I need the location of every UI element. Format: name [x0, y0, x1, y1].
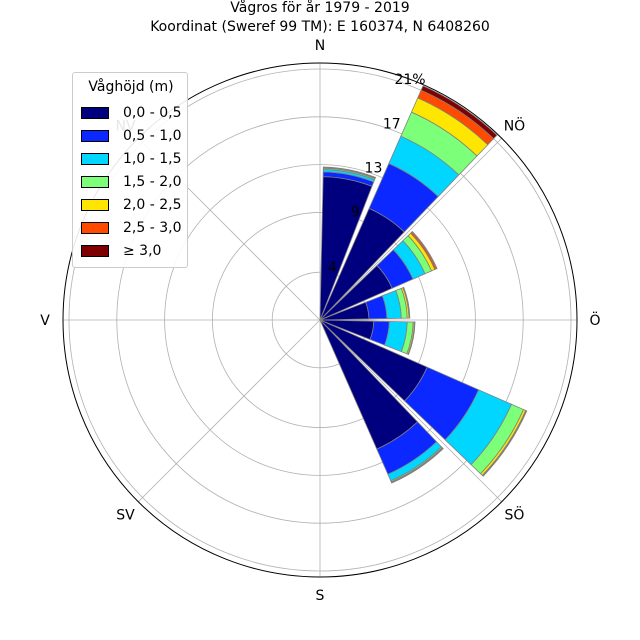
- direction-spoke: [319, 319, 503, 503]
- direction-label: V: [40, 313, 50, 329]
- outer-circle: [62, 62, 578, 578]
- direction-spoke: [319, 137, 503, 321]
- radial-tick-label: 9: [351, 205, 360, 221]
- legend-swatch: [81, 199, 109, 211]
- legend-label: 2,0 - 2,5: [123, 197, 182, 213]
- chart-title: Vågros för år 1979 - 2019: [230, 0, 410, 16]
- rose-bar-segment: [391, 447, 444, 484]
- legend-swatch: [81, 222, 109, 234]
- rose-bar-segment: [420, 85, 498, 140]
- legend-label: 0,0 - 0,5: [123, 105, 182, 121]
- rose-bar-segment: [407, 321, 416, 355]
- radial-tick-label: 21%: [394, 72, 425, 88]
- legend-label: 1,5 - 2,0: [123, 174, 182, 190]
- radial-tick-label: 17: [383, 116, 401, 132]
- legend: Våghöjd (m) 0,0 - 0,5 0,5 - 1,0 1,0 - 1,5 1…: [72, 72, 188, 268]
- rose-bar-segment: [411, 230, 438, 270]
- legend-swatch: [81, 130, 109, 142]
- legend-title: Våghöjd (m): [88, 79, 174, 95]
- direction-label: N: [315, 38, 325, 54]
- wave-rose-bars: [319, 85, 528, 484]
- direction-label: NÖ: [504, 117, 526, 135]
- rose-bar-segment: [322, 166, 376, 179]
- legend-label: 2,5 - 3,0: [123, 220, 182, 236]
- legend-swatch: [81, 176, 109, 188]
- chart-subtitle: Koordinat (Sweref 99 TM): E 160374, N 64…: [150, 19, 490, 35]
- direction-label: SV: [116, 507, 135, 523]
- direction-label: Ö: [589, 311, 600, 329]
- legend-label: 1,0 - 1,5: [123, 151, 182, 167]
- radial-tick-label: 4: [328, 260, 337, 276]
- legend-label: ≥ 3,0: [123, 243, 162, 259]
- direction-spoke: [137, 319, 321, 503]
- polar-grid: [62, 62, 578, 578]
- legend-label: 0,5 - 1,0: [123, 128, 182, 144]
- radial-tick-label: 13: [365, 160, 383, 176]
- direction-label: SÖ: [505, 505, 525, 523]
- legend-swatch: [81, 245, 109, 257]
- direction-label: S: [316, 588, 325, 604]
- rose-bar-segment: [403, 286, 411, 319]
- rose-bar-segment: [482, 410, 528, 477]
- legend-swatch: [81, 107, 109, 119]
- legend-swatch: [81, 153, 109, 165]
